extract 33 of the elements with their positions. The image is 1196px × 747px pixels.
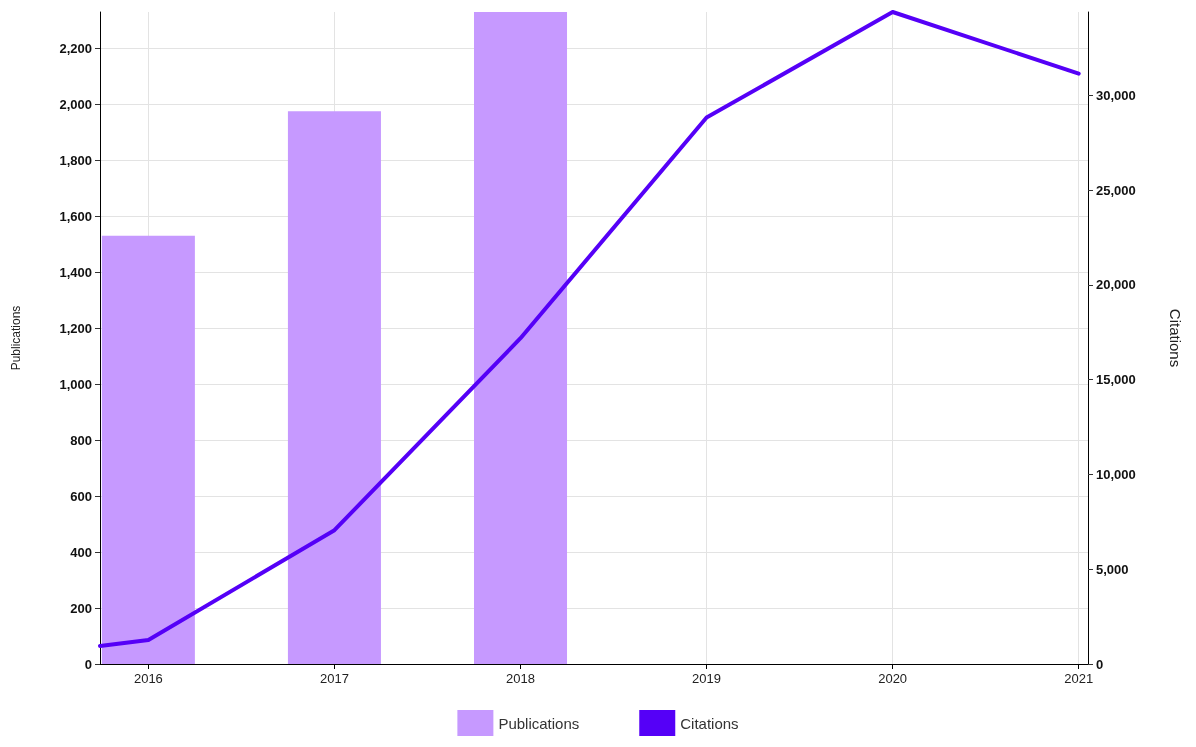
y2-tick-label: 5,000 (1096, 561, 1129, 577)
y2-tick-label: 25,000 (1096, 182, 1136, 198)
y-tick-label: 1,000 (59, 376, 92, 392)
y-tick-label: 2,000 (59, 96, 92, 112)
y2-tick-label: 10,000 (1096, 466, 1136, 482)
y2-tick-label: 15,000 (1096, 372, 1136, 388)
legend-label: Publications (498, 714, 580, 732)
y-tick-label: 1,600 (59, 208, 92, 224)
x-tick-label: 2016 (133, 671, 163, 686)
y-tick-label: 200 (70, 600, 92, 616)
line-series (98, 10, 1081, 648)
x-tick-label: 2017 (319, 671, 349, 686)
bar (287, 111, 381, 664)
legend-label: Citations (680, 714, 739, 732)
x-tick-label: 2018 (506, 671, 535, 686)
y2-axis-title: Citations (1167, 308, 1184, 368)
y-tick-label: 0 (84, 656, 92, 672)
y-tick-label: 800 (70, 432, 92, 448)
y-tick-label: 1,800 (59, 152, 92, 168)
x-tick-label: 2020 (878, 671, 908, 686)
y2-tick-label: 0 (1096, 656, 1104, 672)
y2-tick-label: 20,000 (1096, 277, 1136, 293)
x-tick-label: 2021 (1064, 671, 1094, 686)
bar (473, 12, 568, 664)
y-tick-label: 1,400 (59, 264, 92, 280)
y-tick-label: 600 (70, 488, 92, 504)
y2-tick-label: 30,000 (1096, 87, 1136, 103)
y-tick-label: 400 (70, 544, 92, 560)
y-axis-title: Publications (9, 305, 23, 371)
y-tick-label: 1,200 (59, 320, 92, 336)
x-tick-label: 2019 (692, 671, 722, 686)
y-tick-label: 2,200 (59, 40, 92, 56)
bar (101, 235, 195, 664)
